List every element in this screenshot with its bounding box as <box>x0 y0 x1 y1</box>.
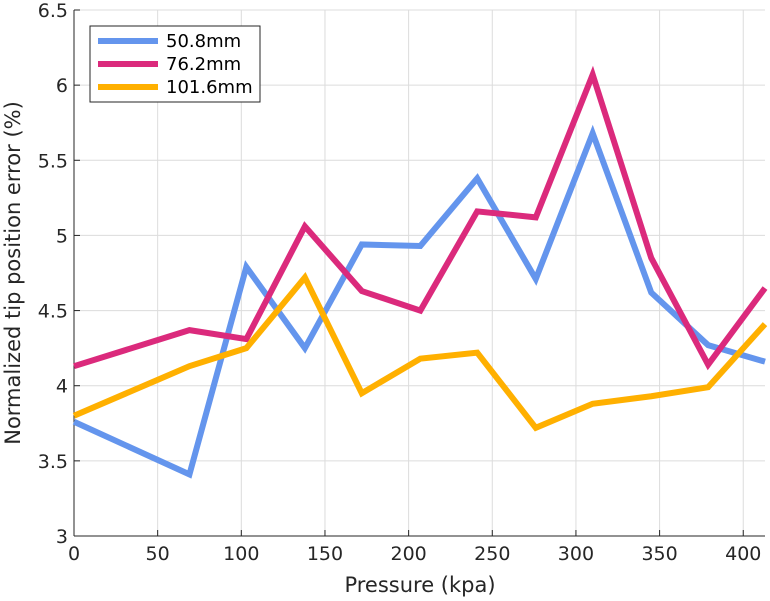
x-tick-label: 250 <box>474 543 510 565</box>
y-tick-label: 6 <box>56 75 68 97</box>
axes <box>73 9 765 537</box>
series-line-0 <box>72 124 766 479</box>
x-tick-labels: 0 50 100 150 200 250 300 350 400 <box>68 543 761 565</box>
x-tick-label: 0 <box>68 543 80 565</box>
legend-label: 101.6mm <box>166 77 253 98</box>
y-axis-title: Normalized tip position error (%) <box>1 101 25 445</box>
legend-label: 50.8mm <box>166 31 241 52</box>
x-tick-label: 100 <box>223 543 259 565</box>
y-tick-label: 6.5 <box>38 0 68 22</box>
legend-label: 76.2mm <box>166 54 241 75</box>
series-lines <box>72 65 768 479</box>
x-tick-label: 200 <box>390 543 426 565</box>
y-tick-label: 4 <box>56 376 68 398</box>
x-tick-label: 50 <box>146 543 170 565</box>
y-tick-label: 5 <box>56 225 68 247</box>
series-line-1 <box>73 65 768 371</box>
x-tick-label: 150 <box>307 543 343 565</box>
y-tick-labels: 3 3.5 4 4.5 5 5.5 6 6.5 <box>38 0 68 548</box>
y-tick-label: 4.5 <box>38 301 68 323</box>
y-tick-label: 3.5 <box>38 451 68 473</box>
y-tick-label: 3 <box>56 526 68 548</box>
x-tick-label: 350 <box>641 543 677 565</box>
series-line-2 <box>72 272 768 432</box>
x-tick-label: 400 <box>725 543 761 565</box>
x-axis-title: Pressure (kpa) <box>344 573 495 597</box>
x-tick-label: 300 <box>558 543 594 565</box>
y-tick-label: 5.5 <box>38 150 68 172</box>
